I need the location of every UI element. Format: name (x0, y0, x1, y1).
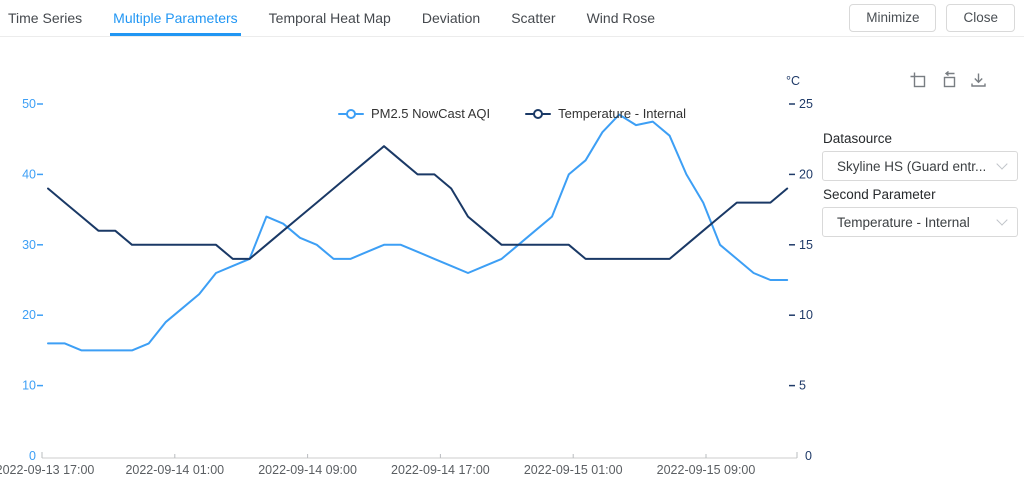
x-axis-label: 2022-09-14 09:00 (258, 463, 357, 477)
datasource-select[interactable]: Skyline HS (Guard entr... (822, 151, 1018, 181)
y-left-label: 20 (22, 308, 36, 322)
legend-item-temperature[interactable]: Temperature - Internal (525, 106, 686, 121)
x-axis-label: 2022-09-14 17:00 (391, 463, 490, 477)
y-right-axis-unit: °C (786, 74, 800, 88)
tab-bar: Time Series Multiple Parameters Temporal… (0, 0, 1024, 37)
datasource-value: Skyline HS (Guard entr... (837, 158, 987, 174)
y-right-label: 25 (799, 97, 813, 111)
x-axis-label: 2022-09-15 01:00 (524, 463, 623, 477)
box-zoom-icon[interactable] (909, 71, 928, 90)
temperature-line-marker-icon (525, 108, 552, 119)
y-right-label: 10 (799, 308, 813, 322)
x-axis-label: 2022-09-14 01:00 (125, 463, 224, 477)
second-parameter-value: Temperature - Internal (837, 214, 970, 230)
y-left-label: 50 (22, 97, 36, 111)
y-left-label: 40 (22, 167, 36, 181)
tabs: Time Series Multiple Parameters Temporal… (0, 0, 655, 36)
tab-temporal-heat-map[interactable]: Temporal Heat Map (268, 10, 391, 26)
tab-wind-rose[interactable]: Wind Rose (586, 10, 656, 26)
y-right-label: 20 (799, 167, 813, 181)
chart-toolbox (909, 71, 988, 90)
minimize-button[interactable]: Minimize (849, 4, 937, 32)
datasource-label: Datasource (823, 131, 893, 146)
zoom-reset-icon[interactable] (939, 71, 958, 90)
chevron-down-icon (996, 214, 1008, 226)
second-parameter-select[interactable]: Temperature - Internal (822, 207, 1018, 237)
y-right-label: 15 (799, 238, 813, 252)
y-right-label: 0 (805, 449, 812, 463)
y-left-label: 10 (22, 379, 36, 393)
temperature-series-line (47, 145, 789, 260)
legend-item-pm25[interactable]: PM2.5 NowCast AQI (337, 106, 491, 121)
chevron-down-icon (996, 158, 1008, 170)
second-parameter-label: Second Parameter (823, 187, 936, 202)
x-axis-label: 2022-09-13 17:00 (0, 463, 94, 477)
x-axis-label: 2022-09-15 09:00 (657, 463, 756, 477)
download-icon[interactable] (969, 71, 988, 90)
tab-scatter[interactable]: Scatter (511, 10, 556, 26)
legend-label-pm25: PM2.5 NowCast AQI (370, 106, 491, 121)
pm25-series-line (47, 113, 789, 352)
chart-legend: PM2.5 NowCast AQI Temperature - Internal (0, 106, 1024, 121)
close-button[interactable]: Close (946, 4, 1015, 32)
parameter-panel: Datasource Skyline HS (Guard entr... Sec… (822, 131, 1018, 243)
pm25-line-marker-icon (337, 108, 364, 119)
y-right-label: 5 (799, 379, 806, 393)
y-left-label: 0 (29, 449, 36, 463)
window-buttons: Minimize Close (849, 4, 1024, 32)
y-left-label: 30 (22, 238, 36, 252)
tab-deviation[interactable]: Deviation (421, 10, 481, 26)
tab-multiple-parameters[interactable]: Multiple Parameters (110, 0, 241, 36)
legend-label-temperature: Temperature - Internal (558, 106, 687, 121)
tab-time-series[interactable]: Time Series (8, 10, 83, 26)
